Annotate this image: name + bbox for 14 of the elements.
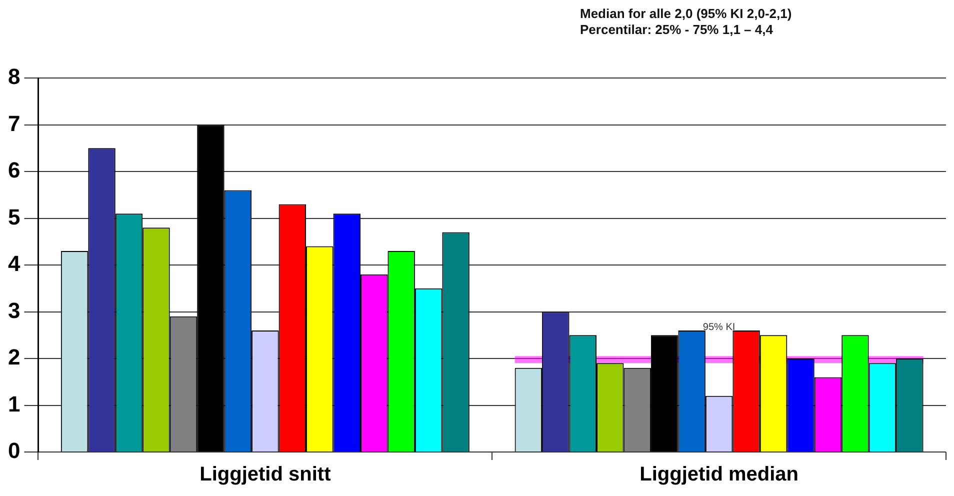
x-tick-label: Liggjetid snitt bbox=[200, 464, 332, 486]
y-tick-label: 1 bbox=[8, 391, 20, 416]
x-tick-label: Liggjetid median bbox=[640, 464, 799, 486]
y-tick-label: 5 bbox=[8, 204, 20, 230]
band-label: 95% KI bbox=[702, 322, 736, 333]
y-tick-label: 8 bbox=[8, 64, 20, 90]
y-tick-label: 6 bbox=[8, 158, 20, 183]
y-tick-label: 7 bbox=[8, 110, 20, 136]
y-tick-label: 4 bbox=[8, 251, 21, 276]
y-tick-label: 2 bbox=[8, 344, 20, 370]
text: Percentilar: 25% - 75% 1,1 – 4,4 bbox=[580, 22, 774, 38]
text: Median for alle 2,0 (95% KI 2,0-2,1) bbox=[580, 6, 792, 22]
y-tick-label: 0 bbox=[8, 438, 20, 464]
y-tick-label: 3 bbox=[8, 298, 20, 323]
